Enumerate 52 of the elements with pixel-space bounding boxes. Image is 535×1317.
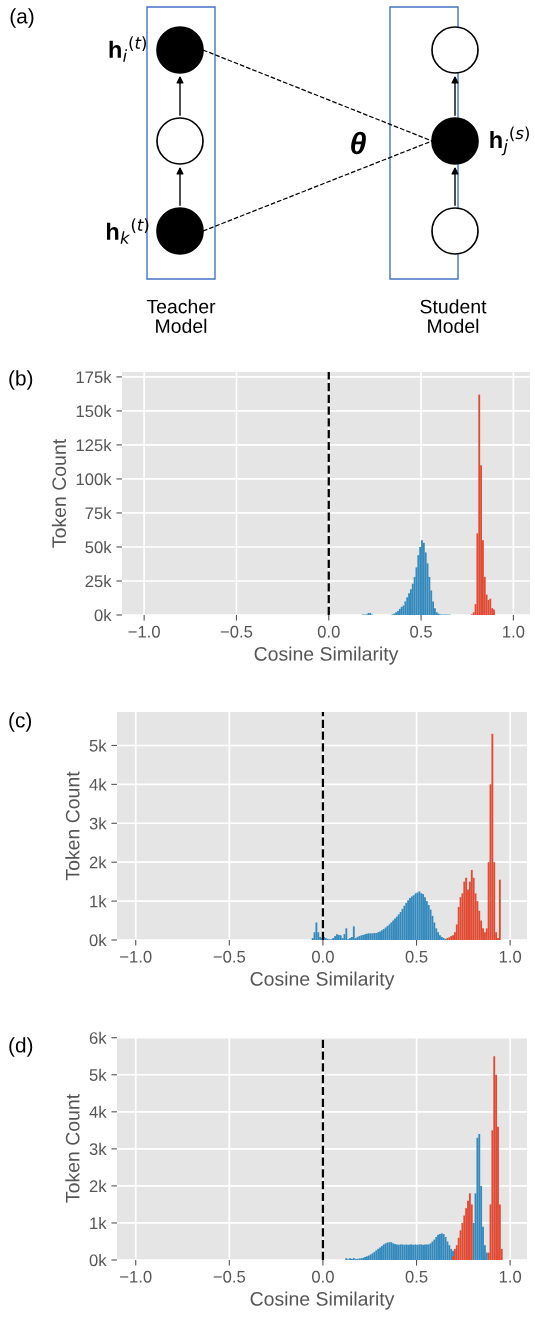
text: h$_{i}$$^{(t)}$ — [109, 36, 146, 62]
text: (d) — [9, 1037, 33, 1057]
text: (b) — [9, 370, 33, 390]
x-tick-label: 0.0 — [312, 950, 334, 963]
x-tick-label: −0.5 — [220, 625, 253, 638]
y-axis-title: Token Count — [65, 1094, 80, 1203]
y-axis-title: Token Count — [51, 439, 67, 548]
y-tick-label: 6k — [89, 1031, 107, 1044]
y-tick-label: 5k — [89, 739, 107, 752]
x-tick-label: 1.0 — [503, 625, 525, 638]
x-axis-title: Cosine Similarity — [250, 971, 395, 990]
y-tick-label: 2k — [89, 856, 107, 869]
x-tick-label: −1.0 — [128, 625, 160, 638]
y-tick-label: 3k — [89, 1142, 107, 1156]
y-tick-label: 1k — [90, 1216, 107, 1229]
x-tick-label: −0.5 — [213, 950, 246, 963]
x-tick-label: 0.0 — [317, 625, 340, 638]
text: Teacher Model — [146, 299, 216, 333]
x-tick-label: 0.5 — [405, 950, 428, 963]
y-tick-label: 125k — [76, 438, 112, 452]
y-tick-label: 0k — [94, 608, 112, 622]
y-tick-label: 100k — [76, 472, 112, 486]
text: (c) — [9, 712, 32, 732]
y-tick-label: 175k — [76, 370, 112, 384]
x-tick-label: −0.5 — [213, 1270, 246, 1283]
x-tick-label: 0.0 — [312, 1270, 334, 1283]
y-tick-label: 50k — [85, 540, 112, 554]
text: h$_{k}$$^{(t)}$ — [106, 218, 149, 244]
y-axis-title: Token Count — [65, 771, 80, 881]
text: Student Model — [420, 299, 487, 333]
y-tick-label: 0k — [89, 1253, 107, 1267]
x-tick-label: −1.0 — [120, 950, 152, 963]
x-axis-title: Cosine Similarity — [250, 1291, 395, 1310]
y-tick-label: 150k — [76, 404, 112, 418]
y-tick-label: 3k — [89, 817, 107, 830]
y-tick-label: 4k — [89, 778, 107, 791]
y-tick-label: 75k — [85, 506, 112, 520]
x-tick-label: 1.0 — [499, 1270, 522, 1283]
y-tick-label: 5k — [89, 1068, 107, 1081]
y-tick-label: 0k — [89, 933, 107, 947]
x-tick-label: 0.5 — [410, 625, 432, 638]
text: θ — [351, 131, 366, 155]
x-axis-title: Cosine Similarity — [254, 646, 399, 665]
y-tick-label: 1k — [90, 895, 107, 908]
x-tick-label: −1.0 — [120, 1270, 152, 1283]
text: (a) — [10, 8, 34, 28]
y-tick-label: 2k — [89, 1179, 107, 1192]
x-tick-label: 0.5 — [405, 1270, 428, 1283]
text: h$_{j}$$^{(s)}$ — [490, 126, 529, 156]
y-tick-label: 4k — [89, 1105, 107, 1118]
y-tick-label: 25k — [85, 574, 112, 588]
x-tick-label: 1.0 — [499, 950, 522, 963]
